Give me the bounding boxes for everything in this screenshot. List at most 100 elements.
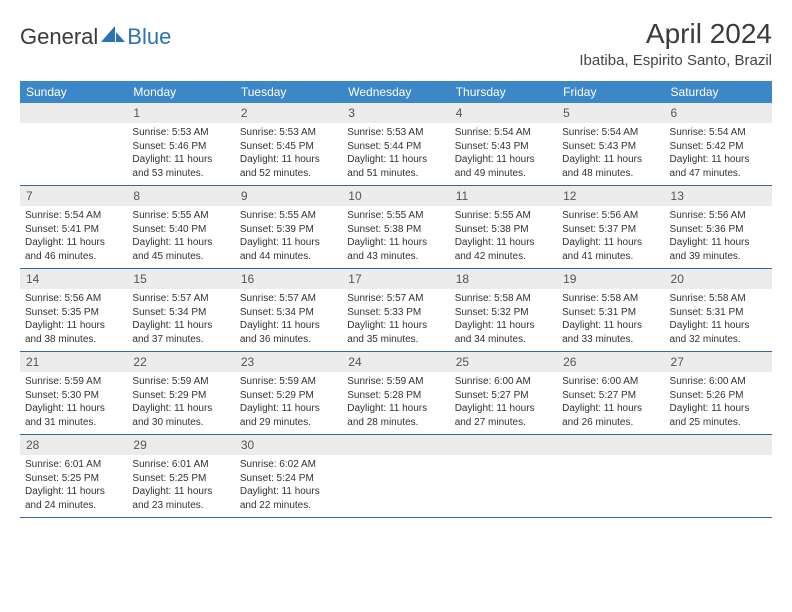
day-number: 28: [20, 435, 127, 455]
sunset-text: Sunset: 5:32 PM: [455, 306, 552, 320]
day-cell: 24Sunrise: 5:59 AMSunset: 5:28 PMDayligh…: [342, 352, 449, 434]
day-number: 20: [665, 269, 772, 289]
sunrise-text: Sunrise: 5:56 AM: [562, 209, 659, 223]
sunset-text: Sunset: 5:33 PM: [347, 306, 444, 320]
day-content: Sunrise: 5:56 AMSunset: 5:36 PMDaylight:…: [665, 206, 772, 268]
day-cell: 9Sunrise: 5:55 AMSunset: 5:39 PMDaylight…: [235, 186, 342, 268]
daylight-text: Daylight: 11 hours and 49 minutes.: [455, 153, 552, 180]
logo-text-general: General: [20, 24, 98, 50]
sunset-text: Sunset: 5:29 PM: [132, 389, 229, 403]
week-row: 7Sunrise: 5:54 AMSunset: 5:41 PMDaylight…: [20, 186, 772, 269]
day-number-empty: [665, 435, 772, 455]
day-content: Sunrise: 5:53 AMSunset: 5:46 PMDaylight:…: [127, 123, 234, 185]
week-row: 14Sunrise: 5:56 AMSunset: 5:35 PMDayligh…: [20, 269, 772, 352]
daylight-text: Daylight: 11 hours and 33 minutes.: [562, 319, 659, 346]
day-content: Sunrise: 5:54 AMSunset: 5:42 PMDaylight:…: [665, 123, 772, 185]
day-number: 7: [20, 186, 127, 206]
day-cell: 19Sunrise: 5:58 AMSunset: 5:31 PMDayligh…: [557, 269, 664, 351]
day-cell: 18Sunrise: 5:58 AMSunset: 5:32 PMDayligh…: [450, 269, 557, 351]
day-number: 24: [342, 352, 449, 372]
sunrise-text: Sunrise: 5:53 AM: [347, 126, 444, 140]
day-cell: 7Sunrise: 5:54 AMSunset: 5:41 PMDaylight…: [20, 186, 127, 268]
week-row: 21Sunrise: 5:59 AMSunset: 5:30 PMDayligh…: [20, 352, 772, 435]
daylight-text: Daylight: 11 hours and 24 minutes.: [25, 485, 122, 512]
day-number: 13: [665, 186, 772, 206]
day-number-empty: [342, 435, 449, 455]
day-number: 12: [557, 186, 664, 206]
daylight-text: Daylight: 11 hours and 28 minutes.: [347, 402, 444, 429]
day-content: Sunrise: 5:55 AMSunset: 5:40 PMDaylight:…: [127, 206, 234, 268]
day-content: Sunrise: 6:02 AMSunset: 5:24 PMDaylight:…: [235, 455, 342, 517]
daylight-text: Daylight: 11 hours and 27 minutes.: [455, 402, 552, 429]
daylight-text: Daylight: 11 hours and 38 minutes.: [25, 319, 122, 346]
sunset-text: Sunset: 5:27 PM: [455, 389, 552, 403]
daylight-text: Daylight: 11 hours and 44 minutes.: [240, 236, 337, 263]
day-cell: 15Sunrise: 5:57 AMSunset: 5:34 PMDayligh…: [127, 269, 234, 351]
sunset-text: Sunset: 5:24 PM: [240, 472, 337, 486]
day-number: 23: [235, 352, 342, 372]
sunrise-text: Sunrise: 5:54 AM: [562, 126, 659, 140]
daylight-text: Daylight: 11 hours and 23 minutes.: [132, 485, 229, 512]
day-content: Sunrise: 6:00 AMSunset: 5:26 PMDaylight:…: [665, 372, 772, 434]
day-number: 19: [557, 269, 664, 289]
daylight-text: Daylight: 11 hours and 22 minutes.: [240, 485, 337, 512]
sunrise-text: Sunrise: 5:55 AM: [240, 209, 337, 223]
day-header-friday: Friday: [557, 81, 664, 103]
day-number: 1: [127, 103, 234, 123]
day-content: Sunrise: 5:54 AMSunset: 5:43 PMDaylight:…: [450, 123, 557, 185]
day-cell: 11Sunrise: 5:55 AMSunset: 5:38 PMDayligh…: [450, 186, 557, 268]
brand-logo: General Blue: [20, 18, 171, 50]
day-cell: 13Sunrise: 5:56 AMSunset: 5:36 PMDayligh…: [665, 186, 772, 268]
sunset-text: Sunset: 5:35 PM: [25, 306, 122, 320]
sunset-text: Sunset: 5:31 PM: [670, 306, 767, 320]
day-number: 11: [450, 186, 557, 206]
daylight-text: Daylight: 11 hours and 35 minutes.: [347, 319, 444, 346]
sunrise-text: Sunrise: 5:56 AM: [670, 209, 767, 223]
day-cell: 1Sunrise: 5:53 AMSunset: 5:46 PMDaylight…: [127, 103, 234, 185]
sunset-text: Sunset: 5:39 PM: [240, 223, 337, 237]
day-content: Sunrise: 5:59 AMSunset: 5:29 PMDaylight:…: [235, 372, 342, 434]
sunrise-text: Sunrise: 5:59 AM: [25, 375, 122, 389]
day-content: Sunrise: 5:53 AMSunset: 5:44 PMDaylight:…: [342, 123, 449, 185]
day-cell: 21Sunrise: 5:59 AMSunset: 5:30 PMDayligh…: [20, 352, 127, 434]
sunrise-text: Sunrise: 5:53 AM: [240, 126, 337, 140]
day-cell: 14Sunrise: 5:56 AMSunset: 5:35 PMDayligh…: [20, 269, 127, 351]
day-content: Sunrise: 5:55 AMSunset: 5:39 PMDaylight:…: [235, 206, 342, 268]
day-cell: [450, 435, 557, 517]
day-content: Sunrise: 5:57 AMSunset: 5:34 PMDaylight:…: [235, 289, 342, 351]
day-cell: 20Sunrise: 5:58 AMSunset: 5:31 PMDayligh…: [665, 269, 772, 351]
sunset-text: Sunset: 5:29 PM: [240, 389, 337, 403]
day-number: 21: [20, 352, 127, 372]
sunset-text: Sunset: 5:43 PM: [455, 140, 552, 154]
day-cell: 28Sunrise: 6:01 AMSunset: 5:25 PMDayligh…: [20, 435, 127, 517]
day-cell: [342, 435, 449, 517]
day-cell: 25Sunrise: 6:00 AMSunset: 5:27 PMDayligh…: [450, 352, 557, 434]
day-content: Sunrise: 5:57 AMSunset: 5:33 PMDaylight:…: [342, 289, 449, 351]
sunrise-text: Sunrise: 6:00 AM: [562, 375, 659, 389]
month-title: April 2024: [579, 18, 772, 50]
daylight-text: Daylight: 11 hours and 26 minutes.: [562, 402, 659, 429]
page-header: General Blue April 2024 Ibatiba, Espirit…: [20, 18, 772, 69]
day-content: Sunrise: 5:58 AMSunset: 5:31 PMDaylight:…: [665, 289, 772, 351]
day-content: Sunrise: 5:59 AMSunset: 5:28 PMDaylight:…: [342, 372, 449, 434]
day-content: Sunrise: 5:59 AMSunset: 5:29 PMDaylight:…: [127, 372, 234, 434]
day-header-monday: Monday: [127, 81, 234, 103]
day-number: 18: [450, 269, 557, 289]
sunset-text: Sunset: 5:44 PM: [347, 140, 444, 154]
day-number: 4: [450, 103, 557, 123]
day-number: 14: [20, 269, 127, 289]
sunset-text: Sunset: 5:28 PM: [347, 389, 444, 403]
sunset-text: Sunset: 5:42 PM: [670, 140, 767, 154]
day-content: Sunrise: 5:59 AMSunset: 5:30 PMDaylight:…: [20, 372, 127, 434]
sunset-text: Sunset: 5:27 PM: [562, 389, 659, 403]
daylight-text: Daylight: 11 hours and 39 minutes.: [670, 236, 767, 263]
sunrise-text: Sunrise: 5:54 AM: [455, 126, 552, 140]
day-number: 16: [235, 269, 342, 289]
daylight-text: Daylight: 11 hours and 53 minutes.: [132, 153, 229, 180]
daylight-text: Daylight: 11 hours and 25 minutes.: [670, 402, 767, 429]
sunrise-text: Sunrise: 5:57 AM: [132, 292, 229, 306]
day-content: Sunrise: 5:56 AMSunset: 5:35 PMDaylight:…: [20, 289, 127, 351]
day-cell: 17Sunrise: 5:57 AMSunset: 5:33 PMDayligh…: [342, 269, 449, 351]
day-number: 9: [235, 186, 342, 206]
day-cell: 22Sunrise: 5:59 AMSunset: 5:29 PMDayligh…: [127, 352, 234, 434]
